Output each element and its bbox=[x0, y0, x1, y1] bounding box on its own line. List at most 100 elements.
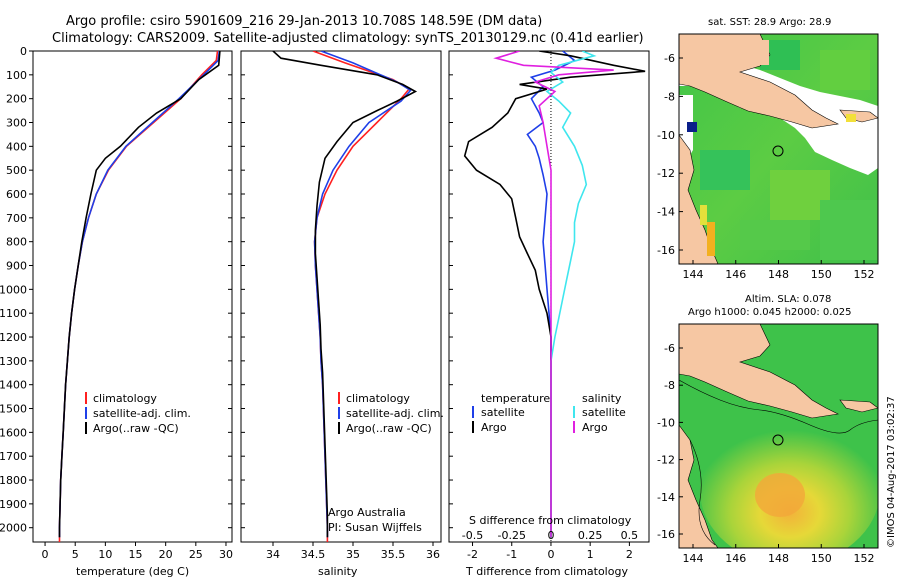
map-y-tick-label: -16 bbox=[657, 528, 675, 541]
legend-satellite-label: satellite-adj. clim. bbox=[93, 407, 191, 420]
series-line-satellite-adj-clim- bbox=[58, 51, 221, 538]
depth-tick-label: 300 bbox=[6, 117, 27, 130]
map-x-tick-label: 146 bbox=[725, 268, 746, 281]
sst-warm-patch bbox=[846, 114, 856, 122]
map-x-tick-label: 152 bbox=[854, 268, 875, 281]
sst-land-png bbox=[679, 34, 839, 129]
difference-x-axis: -2 -1 0 1 2 bbox=[467, 542, 633, 561]
series-line-t-argo bbox=[463, 51, 646, 538]
temperature-lines bbox=[58, 51, 221, 542]
depth-tick-label: 0 bbox=[20, 45, 27, 58]
depth-tick-label: 900 bbox=[6, 260, 27, 273]
x-tick-label: 15 bbox=[129, 548, 143, 561]
x-tick-label: 20 bbox=[159, 548, 173, 561]
sst-patch bbox=[700, 150, 750, 190]
salinity-x-axis: 34 34.5 35 35.5 36 bbox=[266, 542, 440, 561]
salinity-legend: climatology satellite-adj. clim. Argo(..… bbox=[338, 392, 444, 435]
x-tick-label: 2 bbox=[626, 548, 633, 561]
sst-patch bbox=[820, 50, 870, 90]
sla-land-islands bbox=[839, 399, 878, 413]
sla-land-australia bbox=[679, 424, 719, 548]
map-x-tick-label: 150 bbox=[811, 552, 832, 565]
sla-bathymetry-contour bbox=[689, 439, 716, 546]
depth-tick-label: 1100 bbox=[0, 307, 27, 320]
salinity-lines bbox=[272, 51, 418, 542]
series-line-climatology bbox=[58, 51, 219, 542]
map-y-tick-label: -10 bbox=[657, 129, 675, 142]
s-difference-scale: -0.5 -0.25 0 0.25 0.5 bbox=[462, 529, 638, 542]
depth-tick-label: 800 bbox=[6, 236, 27, 249]
temperature-axes-frame bbox=[32, 50, 233, 543]
title-line-2: Climatology: CARS2009. Satellite-adjuste… bbox=[52, 31, 644, 46]
x-tick-label: 0 bbox=[42, 548, 49, 561]
map-y-tick-label: -6 bbox=[664, 342, 675, 355]
top-tick-label: 0.25 bbox=[578, 529, 603, 542]
legend-sal-argo-label: Argo bbox=[582, 421, 608, 434]
map-y-tick-label: -6 bbox=[664, 52, 675, 65]
salinity-y-ticks bbox=[241, 50, 245, 529]
temperature-panel: 0100200300400500600700800900100011001200… bbox=[0, 45, 233, 578]
sst-map: sat. SST: 28.9 Argo: 28.9 bbox=[657, 17, 879, 281]
difference-axes-frame bbox=[448, 50, 650, 543]
x-tick-label: 1 bbox=[587, 548, 594, 561]
map-x-tick-label: 144 bbox=[683, 268, 704, 281]
x-tick-label: -2 bbox=[467, 548, 478, 561]
depth-axis: 0 100 200 300 400 500 600 700 800 900 1000 1100 1200… bbox=[0, 45, 232, 535]
series-line-argo-raw-qc- bbox=[272, 51, 418, 538]
difference-top-xlabel: S difference from climatology bbox=[469, 514, 632, 527]
series-line-argo-raw-qc- bbox=[58, 51, 221, 538]
x-tick-label: -1 bbox=[506, 548, 517, 561]
annotation-argo-australia: Argo Australia bbox=[328, 506, 406, 519]
sla-high-core bbox=[755, 473, 805, 517]
legend-argo-label: Argo(..raw -QC) bbox=[93, 422, 179, 435]
depth-tick-label: 2000 bbox=[0, 522, 27, 535]
legend-temp-satellite-label: satellite bbox=[481, 406, 525, 419]
map-x-tick-label: 144 bbox=[683, 552, 704, 565]
depth-tick-label: 400 bbox=[6, 140, 27, 153]
sst-land-patch bbox=[760, 40, 769, 65]
x-tick-label: 0 bbox=[547, 548, 554, 561]
depth-tick-label: 500 bbox=[6, 164, 27, 177]
x-tick-label: 35.5 bbox=[381, 548, 406, 561]
sla-map-axes: 144 146 148 150 152 -6 -8 -10 -12 -14 -16 bbox=[657, 342, 874, 565]
difference-legend: temperature salinity satellite satellite… bbox=[472, 392, 626, 434]
salinity-xlabel: salinity bbox=[318, 565, 358, 578]
depth-tick-label: 1000 bbox=[0, 283, 27, 296]
legend-salinity-title: salinity bbox=[582, 392, 622, 405]
sst-map-title: sat. SST: 28.9 Argo: 28.9 bbox=[708, 17, 831, 28]
legend-satellite-label: satellite-adj. clim. bbox=[346, 407, 444, 420]
series-line-satellite-adj-clim- bbox=[313, 51, 412, 538]
difference-panel: -2 -1 0 1 2 temperature salinity satellite s… bbox=[448, 50, 650, 578]
sst-argo-location-marker bbox=[772, 145, 784, 157]
legend-temperature-title: temperature bbox=[481, 392, 550, 405]
depth-tick-label: 700 bbox=[6, 212, 27, 225]
legend-sal-satellite-label: satellite bbox=[582, 406, 626, 419]
temperature-x-axis: 0 5 10 15 20 25 30 bbox=[42, 542, 233, 561]
map-y-tick-label: -12 bbox=[657, 167, 675, 180]
sla-argo-location-marker bbox=[772, 434, 784, 446]
sla-map: Altim. SLA: 0.078 Argo h1000: 0.045 h200… bbox=[657, 294, 879, 565]
legend-climatology-label: climatology bbox=[93, 392, 157, 405]
depth-tick-label: 200 bbox=[6, 93, 27, 106]
temperature-legend: climatology satellite-adj. clim. Argo(..… bbox=[85, 392, 191, 435]
x-tick-label: 34.5 bbox=[301, 548, 326, 561]
x-tick-label: 5 bbox=[72, 548, 79, 561]
title-line-1: Argo profile: csiro 5901609_216 29-Jan-2… bbox=[66, 14, 542, 29]
x-tick-label: 36 bbox=[426, 548, 440, 561]
sst-warm-patch bbox=[700, 205, 707, 225]
sst-patch bbox=[820, 200, 878, 260]
legend-temp-argo-label: Argo bbox=[481, 421, 507, 434]
x-tick-label: 10 bbox=[98, 548, 112, 561]
map-x-tick-label: 150 bbox=[811, 268, 832, 281]
sst-warm-patch bbox=[707, 222, 715, 256]
map-x-tick-label: 152 bbox=[854, 552, 875, 565]
map-y-tick-label: -16 bbox=[657, 244, 675, 257]
map-y-tick-label: -14 bbox=[657, 491, 675, 504]
map-y-tick-label: -14 bbox=[657, 206, 675, 219]
depth-tick-label: 600 bbox=[6, 188, 27, 201]
x-tick-label: 30 bbox=[219, 548, 233, 561]
map-x-tick-label: 148 bbox=[768, 268, 789, 281]
salinity-axes-frame bbox=[240, 50, 442, 543]
depth-tick-label: 100 bbox=[6, 69, 27, 82]
